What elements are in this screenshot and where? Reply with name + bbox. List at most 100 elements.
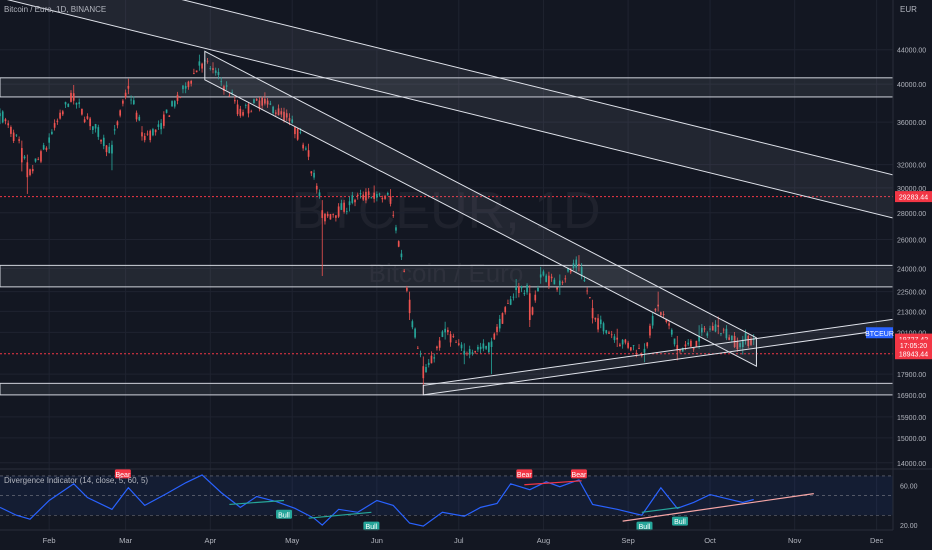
candle-body-2022-02-16 — [89, 118, 91, 127]
candle-body-2022-08-08 — [561, 282, 564, 283]
candle-body-2022-06-10 — [400, 253, 403, 258]
candle-body-2022-05-13 — [324, 213, 326, 222]
candle-body-2022-09-02 — [629, 347, 632, 351]
candle-body-2022-05-05 — [302, 144, 304, 149]
candle-body-2022-04-01 — [209, 68, 212, 69]
marker-bull-2 — [363, 521, 380, 531]
price-tag-box — [895, 348, 932, 360]
candle-body-2022-05-21 — [345, 211, 348, 212]
candle-body-2022-05-16 — [332, 214, 335, 216]
candle-body-2022-07-13 — [490, 341, 493, 347]
candle-body-2022-01-17 — [7, 123, 10, 126]
y-tick-label: 24000.00 — [897, 266, 926, 273]
x-tick-label: Mar — [119, 536, 132, 545]
marker-bear-3 — [516, 469, 533, 479]
candle-body-2022-06-01 — [376, 194, 378, 198]
symbol-tag-text: BTCEUR — [865, 331, 894, 338]
y-tick-label: 28000.00 — [897, 211, 926, 218]
candle-body-2022-03-01 — [124, 92, 127, 98]
candle-body-2022-09-09 — [649, 325, 651, 336]
candle-body-2022-07-29 — [534, 294, 537, 301]
candle-body-2022-04-10 — [234, 100, 236, 102]
candle-body-2022-05-07 — [307, 150, 310, 157]
candle-body-2022-02-21 — [102, 137, 105, 147]
candle-body-2022-04-17 — [253, 99, 255, 103]
candle-body-2022-09-08 — [646, 342, 649, 347]
candle-body-2022-02-07 — [64, 102, 67, 105]
x-tick-label: Sep — [621, 536, 634, 545]
candle-body-2022-08-12 — [572, 263, 575, 269]
candle-body-2022-04-21 — [264, 98, 266, 104]
candle-body-2022-05-27 — [362, 194, 365, 200]
candle-body-2022-03-31 — [206, 60, 209, 62]
candle-body-2022-08-23 — [602, 323, 605, 332]
candle-body-2022-04-27 — [280, 111, 283, 115]
candle-body-2022-06-11 — [403, 270, 406, 272]
candle-body-2022-03-09 — [146, 133, 149, 135]
candle-body-2022-01-27 — [34, 158, 37, 162]
candle-body-2022-05-26 — [359, 193, 362, 195]
candle-body-2022-01-26 — [31, 168, 34, 172]
x-tick-label: Apr — [204, 536, 216, 545]
candle-body-2022-05-17 — [335, 215, 337, 218]
candle-body-2022-03-25 — [190, 80, 193, 84]
candle-body-2022-07-11 — [485, 345, 487, 349]
candle-body-2022-03-16 — [165, 109, 168, 113]
y-tick-label: 15900.00 — [897, 415, 926, 422]
candle-body-2022-04-20 — [261, 97, 264, 106]
candle-body-2022-08-04 — [550, 276, 553, 279]
candle-body-2022-09-03 — [632, 345, 635, 347]
candle-body-2022-06-28 — [449, 334, 452, 343]
candle-body-2022-03-20 — [176, 94, 179, 101]
candle-body-2022-06-27 — [447, 329, 449, 333]
candle-body-2022-03-05 — [135, 112, 138, 120]
candle-body-2022-06-02 — [378, 193, 381, 195]
candle-body-2022-07-07 — [474, 351, 477, 353]
candle-body-2022-07-27 — [528, 293, 531, 320]
candle-body-2022-01-16 — [4, 119, 7, 122]
candle-body-2022-04-29 — [285, 113, 288, 118]
candle-body-2022-08-07 — [558, 280, 561, 286]
candle-body-2022-09-16 — [668, 323, 670, 326]
y-tick-label: 15000.00 — [897, 436, 926, 443]
candle-body-2022-09-17 — [670, 329, 673, 335]
candle-body-2022-04-03 — [214, 70, 217, 73]
x-tick-label: Aug — [537, 536, 550, 545]
candle-body-2022-01-30 — [42, 145, 45, 150]
candle-body-2022-03-02 — [127, 85, 130, 89]
candle-body-2022-08-28 — [616, 337, 619, 340]
candle-body-2022-06-22 — [433, 357, 436, 359]
marker-label-6: Bull — [674, 519, 686, 526]
candle-body-2022-07-23 — [518, 286, 520, 294]
price-tag-box — [895, 339, 932, 351]
oscillator-tick-label: 20.00 — [900, 523, 918, 530]
x-tick-label: Nov — [788, 536, 802, 545]
candle-body-2022-02-10 — [72, 93, 75, 101]
candle-body-2022-10-12 — [739, 343, 741, 348]
candle-body-2022-02-18 — [94, 123, 97, 129]
candle-body-2022-03-03 — [130, 99, 132, 101]
candle-body-2022-08-01 — [542, 271, 545, 276]
candle-body-2022-03-13 — [157, 124, 160, 127]
candle-body-2022-02-11 — [75, 102, 78, 105]
candle-body-2022-08-18 — [589, 297, 591, 298]
candle-body-2022-05-09 — [313, 172, 315, 178]
divergence-line — [641, 506, 681, 513]
candle-body-2022-01-28 — [37, 158, 40, 160]
candle-body-2022-05-18 — [337, 206, 340, 217]
candle-body-2022-03-27 — [195, 70, 198, 73]
candle-body-2022-07-01 — [457, 343, 460, 345]
candle-body-2022-04-09 — [231, 92, 233, 94]
candle-body-2022-08-24 — [605, 330, 608, 334]
candle-body-2022-05-15 — [329, 214, 332, 220]
candle-body-2022-09-05 — [638, 348, 640, 349]
candle-body-2022-07-24 — [520, 286, 523, 289]
candle-body-2022-03-04 — [132, 100, 135, 105]
candle-body-2022-08-20 — [594, 317, 597, 320]
candle-body-2022-02-28 — [122, 100, 124, 104]
candle-body-2022-10-14 — [744, 333, 747, 341]
candle-body-2022-09-19 — [676, 345, 679, 351]
trend-channels[interactable] — [0, 0, 894, 396]
